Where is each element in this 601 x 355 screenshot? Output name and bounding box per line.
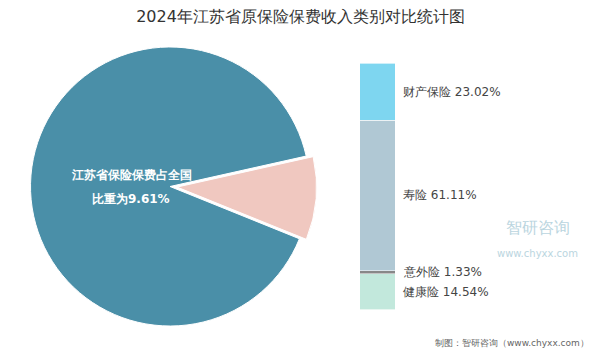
svg-text:www.chyxx.com: www.chyxx.com [497,248,578,259]
svg-text:2024年江苏省原保险保费收入类别对比统计图: 2024年江苏省原保险保费收入类别对比统计图 [136,7,465,26]
svg-text:制图：智研咨询（www.chyxx.com）: 制图：智研咨询（www.chyxx.com） [435,338,589,348]
svg-text:寿险 61.11%: 寿险 61.11% [403,188,477,202]
svg-text:智研咨询: 智研咨询 [506,218,570,237]
svg-text:比重为9.61%: 比重为9.61% [92,192,170,206]
svg-text:财产保险 23.02%: 财产保险 23.02% [403,85,501,99]
svg-text:健康险 14.54%: 健康险 14.54% [403,285,489,299]
svg-text:江苏省保险保费占全国: 江苏省保险保费占全国 [71,168,192,182]
svg-text:意外险 1.33%: 意外险 1.33% [403,265,482,279]
